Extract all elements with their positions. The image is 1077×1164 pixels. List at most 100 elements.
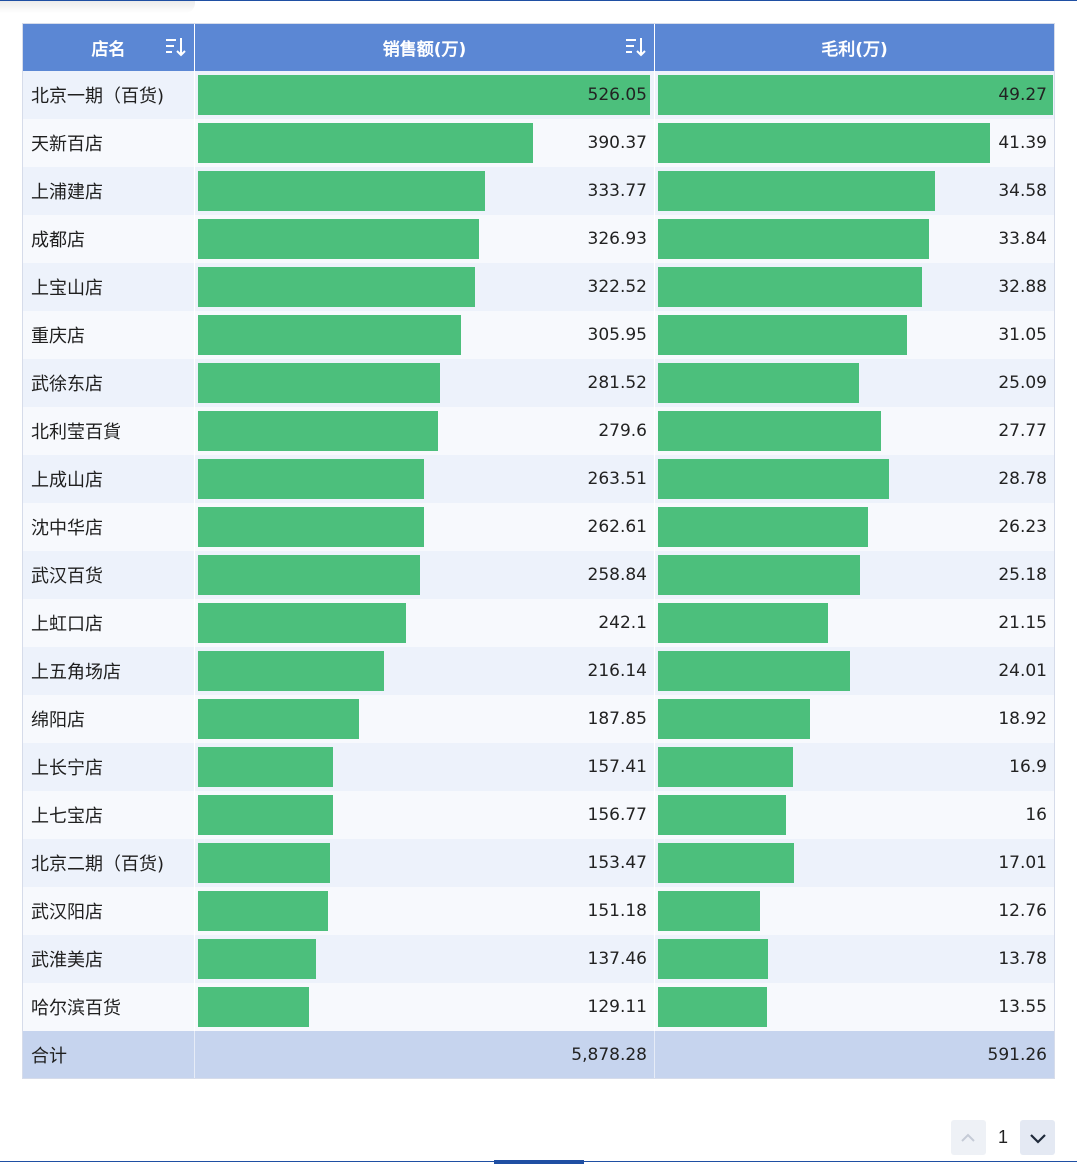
profit-cell: 13.55	[655, 983, 1054, 1031]
total-label: 合计	[31, 1045, 67, 1067]
store-name: 上浦建店	[31, 182, 103, 203]
profit-cell: 18.92	[655, 695, 1054, 743]
header-cell-sales[interactable]: 销售额(万)	[195, 24, 655, 71]
profit-cell: 26.23	[655, 503, 1054, 551]
sales-cell: 137.46	[195, 935, 655, 983]
name-cell: 上成山店	[23, 455, 195, 503]
profit-value: 16.9	[1009, 757, 1047, 777]
store-name: 北京一期（百货)	[31, 86, 165, 107]
sales-value: 322.52	[587, 277, 647, 297]
sales-value: 156.77	[587, 805, 647, 825]
sales-cell: 279.6	[195, 407, 655, 455]
sort-icon[interactable]	[164, 36, 186, 58]
profit-cell: 17.01	[655, 839, 1054, 887]
chevron-up-icon	[961, 1133, 976, 1142]
profit-bar	[658, 219, 930, 259]
profit-value: 16	[1025, 805, 1047, 825]
profit-bar	[658, 843, 795, 883]
store-name: 重庆店	[31, 326, 85, 347]
profit-cell: 34.58	[655, 167, 1054, 215]
sales-value: 390.37	[587, 133, 647, 153]
sales-bar	[198, 843, 330, 883]
profit-bar	[658, 939, 769, 979]
header-label-profit: 毛利(万)	[821, 40, 888, 60]
header-cell-profit[interactable]: 毛利(万)	[655, 24, 1054, 71]
total-sales-cell: 5,878.28	[195, 1031, 655, 1078]
profit-bar	[658, 267, 922, 307]
profit-bar	[658, 507, 869, 547]
store-name: 上成山店	[31, 470, 103, 491]
table-row: 绵阳店 187.85 18.92	[23, 695, 1054, 743]
table-row: 成都店 326.93 33.84	[23, 215, 1054, 263]
profit-value: 28.78	[998, 469, 1047, 489]
table-row: 北利莹百貨 279.6 27.77	[23, 407, 1054, 455]
profit-value: 49.27	[998, 85, 1047, 105]
profit-cell: 13.78	[655, 935, 1054, 983]
sales-bar	[198, 123, 534, 163]
store-name: 上五角场店	[31, 662, 121, 683]
sales-bar	[198, 699, 360, 739]
current-page-number: 1	[997, 1127, 1008, 1147]
profit-bar	[658, 123, 990, 163]
name-cell: 北利莹百貨	[23, 407, 195, 455]
profit-bar	[658, 363, 860, 403]
sales-cell: 151.18	[195, 887, 655, 935]
sales-bar	[198, 267, 476, 307]
table-row: 上浦建店 333.77 34.58	[23, 167, 1054, 215]
name-cell: 北京一期（百货)	[23, 71, 195, 119]
profit-cell: 21.15	[655, 599, 1054, 647]
store-name: 上七宝店	[31, 806, 103, 827]
profit-cell: 25.18	[655, 551, 1054, 599]
sales-value: 263.51	[587, 469, 647, 489]
name-cell: 上七宝店	[23, 791, 195, 839]
profit-cell: 27.77	[655, 407, 1054, 455]
next-page-button[interactable]	[1020, 1120, 1055, 1155]
profit-bar	[658, 699, 810, 739]
store-name: 天新百店	[31, 134, 103, 155]
table-row: 上五角场店 216.14 24.01	[23, 647, 1054, 695]
table-row: 武汉百货 258.84 25.18	[23, 551, 1054, 599]
profit-bar	[658, 459, 889, 499]
sales-bar	[198, 363, 440, 403]
name-cell: 武汉阳店	[23, 887, 195, 935]
table-row: 武汉阳店 151.18 12.76	[23, 887, 1054, 935]
data-table: 店名 销售额(万)	[22, 23, 1055, 1079]
profit-value: 12.76	[998, 901, 1047, 921]
sales-cell: 322.52	[195, 263, 655, 311]
top-divider	[0, 0, 1077, 1]
sales-value: 281.52	[587, 373, 647, 393]
profit-cell: 28.78	[655, 455, 1054, 503]
profit-value: 25.09	[998, 373, 1047, 393]
table-header: 店名 销售额(万)	[23, 24, 1054, 71]
sort-icon[interactable]	[624, 36, 646, 58]
total-label-cell: 合计	[23, 1031, 195, 1078]
header-cell-name[interactable]: 店名	[23, 24, 195, 71]
name-cell: 上浦建店	[23, 167, 195, 215]
sales-cell: 305.95	[195, 311, 655, 359]
sales-value: 242.1	[598, 613, 647, 633]
store-name: 成都店	[31, 230, 85, 251]
profit-value: 41.39	[998, 133, 1047, 153]
store-name: 武徐东店	[31, 374, 103, 395]
sales-cell: 157.41	[195, 743, 655, 791]
sales-cell: 153.47	[195, 839, 655, 887]
prev-page-button[interactable]	[950, 1120, 986, 1155]
profit-value: 31.05	[998, 325, 1047, 345]
sales-cell: 390.37	[195, 119, 655, 167]
sales-bar	[198, 171, 485, 211]
tab-shadow	[0, 1, 195, 13]
profit-bar	[658, 315, 907, 355]
table-row: 哈尔滨百货 129.11 13.55	[23, 983, 1054, 1031]
sales-bar	[198, 411, 439, 451]
profit-cell: 41.39	[655, 119, 1054, 167]
profit-cell: 12.76	[655, 887, 1054, 935]
sales-value: 326.93	[587, 229, 647, 249]
sales-bar	[198, 939, 317, 979]
sales-value: 216.14	[587, 661, 647, 681]
table-row: 上宝山店 322.52 32.88	[23, 263, 1054, 311]
profit-value: 13.78	[998, 949, 1047, 969]
sales-cell: 333.77	[195, 167, 655, 215]
sales-value: 129.11	[587, 997, 647, 1017]
sales-cell: 281.52	[195, 359, 655, 407]
name-cell: 上虹口店	[23, 599, 195, 647]
